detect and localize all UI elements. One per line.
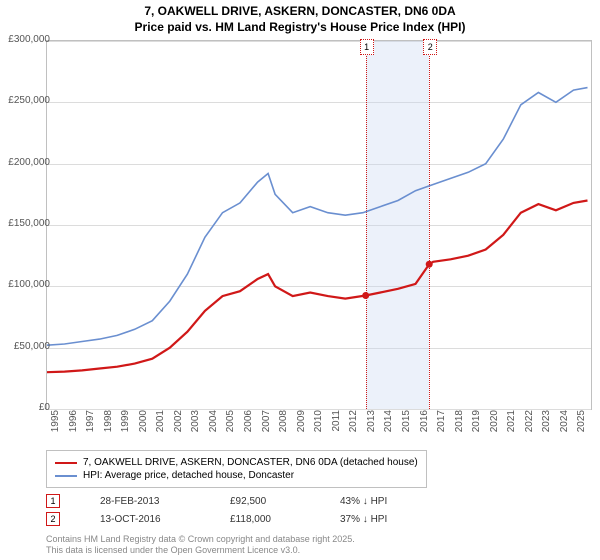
x-tick-label: 2014 xyxy=(383,410,394,440)
sale-delta: 37% ↓ HPI xyxy=(340,514,387,525)
legend-item: HPI: Average price, detached house, Donc… xyxy=(55,470,418,481)
sale-row-badge: 2 xyxy=(46,512,60,526)
x-tick-label: 2022 xyxy=(524,410,535,440)
x-tick-label: 2025 xyxy=(576,410,587,440)
y-tick-label: £0 xyxy=(6,402,50,413)
x-tick-label: 2001 xyxy=(155,410,166,440)
x-tick-label: 2009 xyxy=(296,410,307,440)
x-tick-label: 2018 xyxy=(454,410,465,440)
x-tick-label: 2005 xyxy=(225,410,236,440)
x-tick-label: 2008 xyxy=(278,410,289,440)
x-tick-label: 2023 xyxy=(541,410,552,440)
footnote-line-2: This data is licensed under the Open Gov… xyxy=(46,545,300,555)
sale-point xyxy=(426,261,433,268)
sale-row: 2 13-OCT-2016 £118,000 37% ↓ HPI xyxy=(46,512,387,526)
y-tick-label: £150,000 xyxy=(6,218,50,229)
chart-plot-area: 12 xyxy=(46,40,592,410)
chart-title: 7, OAKWELL DRIVE, ASKERN, DONCASTER, DN6… xyxy=(0,0,600,35)
x-tick-label: 1998 xyxy=(103,410,114,440)
x-tick-label: 1996 xyxy=(68,410,79,440)
x-tick-label: 2000 xyxy=(138,410,149,440)
x-tick-label: 2020 xyxy=(489,410,500,440)
y-tick-label: £100,000 xyxy=(6,279,50,290)
x-tick-label: 2011 xyxy=(331,410,342,440)
x-tick-label: 2024 xyxy=(559,410,570,440)
x-tick-label: 2004 xyxy=(208,410,219,440)
legend-item: 7, OAKWELL DRIVE, ASKERN, DONCASTER, DN6… xyxy=(55,457,418,468)
sale-price: £118,000 xyxy=(230,514,300,525)
sale-delta: 43% ↓ HPI xyxy=(340,496,387,507)
series-property xyxy=(47,201,588,373)
y-tick-label: £250,000 xyxy=(6,95,50,106)
x-tick-label: 1999 xyxy=(120,410,131,440)
x-tick-label: 2016 xyxy=(419,410,430,440)
y-tick-label: £50,000 xyxy=(6,341,50,352)
legend-swatch xyxy=(55,462,77,464)
legend: 7, OAKWELL DRIVE, ASKERN, DONCASTER, DN6… xyxy=(46,450,427,488)
chart-container: 7, OAKWELL DRIVE, ASKERN, DONCASTER, DN6… xyxy=(0,0,600,560)
sale-marker-badge: 2 xyxy=(423,39,437,55)
x-tick-label: 2012 xyxy=(348,410,359,440)
sale-date: 13-OCT-2016 xyxy=(100,514,190,525)
footnote: Contains HM Land Registry data © Crown c… xyxy=(46,534,355,556)
y-tick-label: £200,000 xyxy=(6,157,50,168)
x-tick-label: 2019 xyxy=(471,410,482,440)
sale-row-badge: 1 xyxy=(46,494,60,508)
legend-label: HPI: Average price, detached house, Donc… xyxy=(83,470,294,481)
title-line-2: Price paid vs. HM Land Registry's House … xyxy=(135,20,466,34)
x-tick-label: 2002 xyxy=(173,410,184,440)
x-tick-label: 1995 xyxy=(50,410,61,440)
sale-date: 28-FEB-2013 xyxy=(100,496,190,507)
footnote-line-1: Contains HM Land Registry data © Crown c… xyxy=(46,534,355,544)
legend-swatch xyxy=(55,475,77,477)
legend-label: 7, OAKWELL DRIVE, ASKERN, DONCASTER, DN6… xyxy=(83,457,418,468)
x-tick-label: 2013 xyxy=(366,410,377,440)
x-tick-label: 2007 xyxy=(261,410,272,440)
sale-marker-badge: 1 xyxy=(360,39,374,55)
sale-row: 1 28-FEB-2013 £92,500 43% ↓ HPI xyxy=(46,494,387,508)
series-hpi xyxy=(47,88,588,346)
x-tick-label: 2010 xyxy=(313,410,324,440)
x-tick-label: 2021 xyxy=(506,410,517,440)
line-layer xyxy=(47,41,591,409)
x-tick-label: 2006 xyxy=(243,410,254,440)
x-tick-label: 2003 xyxy=(190,410,201,440)
sale-point xyxy=(362,292,369,299)
sale-price: £92,500 xyxy=(230,496,300,507)
title-line-1: 7, OAKWELL DRIVE, ASKERN, DONCASTER, DN6… xyxy=(144,4,455,18)
x-tick-label: 1997 xyxy=(85,410,96,440)
x-tick-label: 2017 xyxy=(436,410,447,440)
x-tick-label: 2015 xyxy=(401,410,412,440)
y-tick-label: £300,000 xyxy=(6,34,50,45)
